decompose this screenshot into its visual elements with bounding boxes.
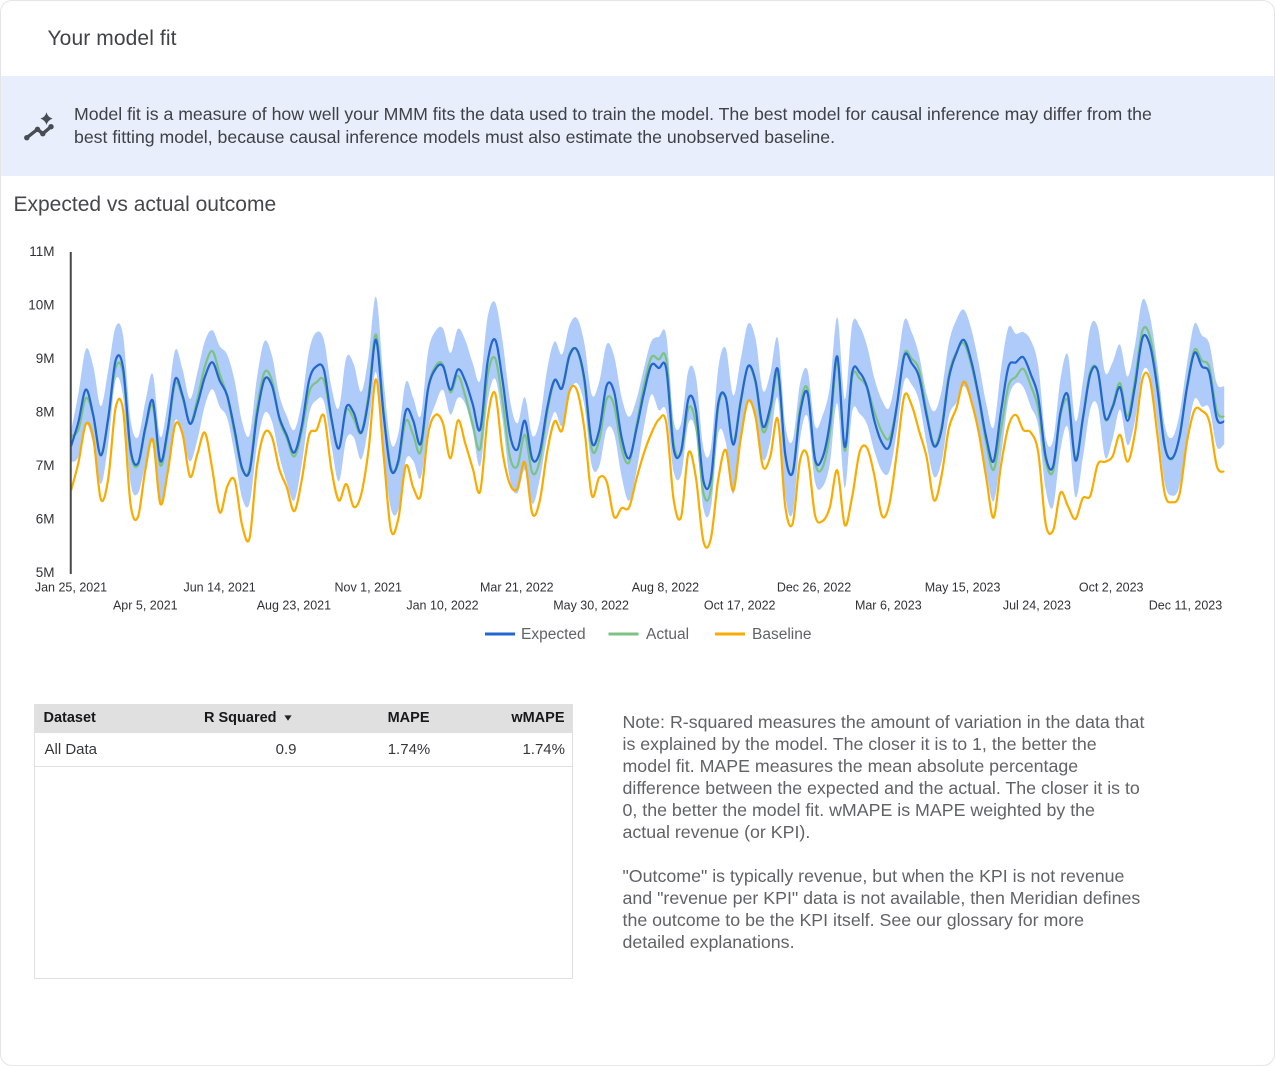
- svg-text:Jul 24, 2023: Jul 24, 2023: [1003, 599, 1071, 613]
- svg-text:Nov 1, 2021: Nov 1, 2021: [334, 581, 401, 595]
- svg-text:Jan 10, 2022: Jan 10, 2022: [406, 599, 478, 613]
- svg-text:Jun 14, 2021: Jun 14, 2021: [183, 581, 255, 595]
- svg-text:Jan 25, 2021: Jan 25, 2021: [35, 581, 107, 595]
- svg-text:Mar 6, 2023: Mar 6, 2023: [855, 599, 922, 613]
- svg-text:May 30, 2022: May 30, 2022: [553, 599, 629, 613]
- svg-text:Mar 21, 2022: Mar 21, 2022: [480, 581, 554, 595]
- svg-text:Baseline: Baseline: [752, 626, 811, 643]
- svg-text:6M: 6M: [36, 512, 55, 527]
- svg-text:10M: 10M: [28, 298, 54, 313]
- svg-text:Dec 11, 2023: Dec 11, 2023: [1149, 599, 1222, 613]
- svg-text:8M: 8M: [36, 405, 55, 420]
- svg-text:Oct 2, 2023: Oct 2, 2023: [1079, 581, 1144, 595]
- svg-text:Dec 26, 2022: Dec 26, 2022: [777, 581, 851, 595]
- svg-text:Actual: Actual: [646, 626, 689, 643]
- svg-text:11M: 11M: [29, 244, 54, 259]
- svg-text:7M: 7M: [36, 458, 55, 473]
- svg-text:May 15, 2023: May 15, 2023: [925, 581, 1001, 595]
- svg-text:5M: 5M: [36, 565, 55, 580]
- svg-text:Expected: Expected: [521, 626, 586, 643]
- svg-text:Apr 5, 2021: Apr 5, 2021: [113, 599, 178, 613]
- svg-text:Aug 8, 2022: Aug 8, 2022: [632, 581, 699, 595]
- svg-text:Oct 17, 2022: Oct 17, 2022: [704, 599, 776, 613]
- svg-text:9M: 9M: [36, 351, 55, 366]
- svg-text:Aug 23, 2021: Aug 23, 2021: [257, 599, 331, 613]
